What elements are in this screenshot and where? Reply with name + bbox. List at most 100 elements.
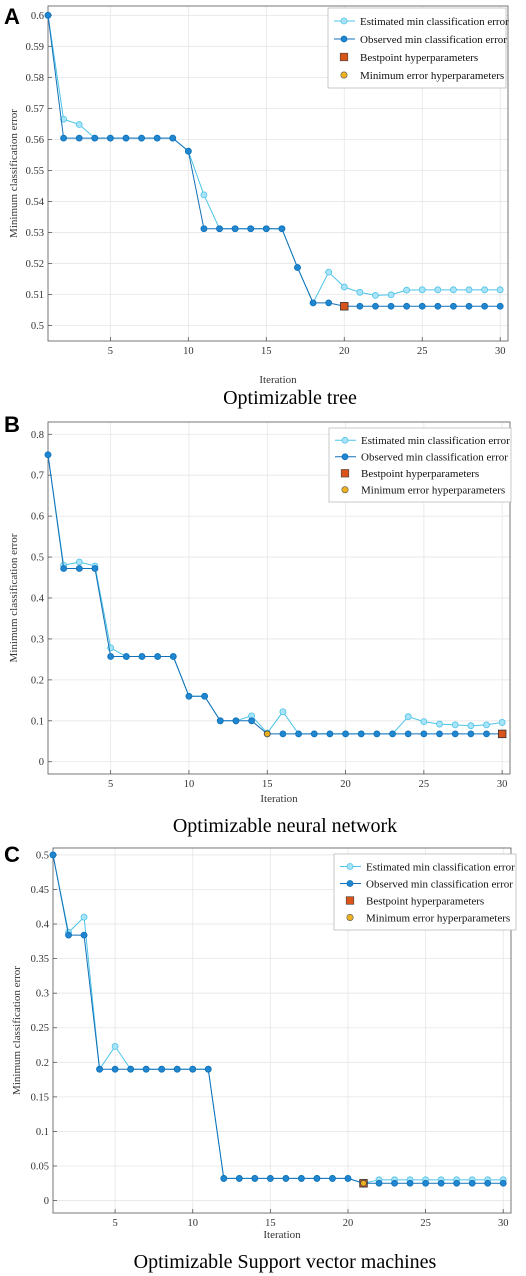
ticks: 5 10 15 20 25 30 0 0.1 0.2 0.3 0.4 0.5 0.6 0.7 0.8 [31, 430, 508, 790]
y-tick-label: 0.58 [26, 73, 44, 84]
legend-observed-marker [346, 880, 354, 887]
x-tick-label: 10 [183, 346, 194, 357]
observed-point [231, 225, 239, 233]
y-tick-label: 0.54 [26, 197, 45, 208]
observed-point [282, 1175, 290, 1182]
y-tick-label: 0 [44, 1196, 49, 1207]
observed-point [106, 134, 114, 142]
estimated-point [450, 286, 457, 294]
observed-point [389, 730, 396, 738]
observed-point [49, 851, 57, 859]
observed-point [342, 730, 349, 738]
observed-point [298, 1175, 305, 1182]
panel-label: B [4, 412, 20, 437]
estimated-point [481, 286, 489, 294]
estimated-point [325, 268, 333, 276]
observed-point [169, 653, 177, 660]
y-tick-label: 0.3 [36, 989, 49, 1000]
panel-a: A 5 10 15 20 25 30 0.5 0.51 0.52 0.53 0.54 0.55 0.56… [0, 0, 526, 412]
x-axis-label: Iteration [260, 793, 298, 805]
observed-point [60, 134, 67, 142]
legend-minerror: Minimum error hyperparameters [361, 485, 505, 497]
legend-minerror: Minimum error hyperparameters [366, 912, 510, 924]
observed-point [437, 1179, 445, 1187]
observed-point [169, 134, 177, 142]
x-tick-label: 30 [497, 779, 508, 790]
observed-point [420, 730, 428, 738]
panel-c: C 5 10 15 20 25 30 0 0.05 0.1 0.15 0.2 0.25 0.3 0.35 0… [0, 840, 526, 1276]
x-tick-label: 25 [417, 346, 428, 357]
y-tick-label: 0.35 [31, 954, 49, 965]
y-tick-label: 0.4 [31, 594, 45, 605]
x-tick-label: 5 [108, 779, 113, 790]
estimated-point [387, 291, 395, 299]
observed-point [404, 730, 412, 738]
estimated-point [496, 286, 504, 294]
legend-bestpoint: Bestpoint hyperparameters [361, 468, 479, 480]
minerror-marker [263, 730, 271, 738]
chart-caption: Optimizable Support vector machines [134, 1251, 437, 1273]
observed-point [422, 1179, 430, 1187]
observed-point [235, 1175, 243, 1182]
legend-minerror-marker [341, 486, 349, 494]
legend-box [327, 7, 507, 89]
estimated-point [404, 713, 412, 721]
legend-bestpoint-marker [339, 52, 349, 62]
observed-point [309, 299, 317, 307]
minerror-marker [360, 1179, 367, 1187]
y-axis-label: Minimum classification error [8, 109, 20, 238]
observed-point [96, 1065, 103, 1073]
observed-point [75, 565, 83, 572]
observed-point [403, 302, 411, 310]
observed-point [122, 653, 130, 660]
observed-point [262, 225, 270, 233]
estimated-point [60, 115, 67, 123]
y-tick-label: 0.51 [26, 290, 44, 301]
plot-frame [47, 5, 509, 342]
observed-point [247, 225, 255, 233]
legend: Estimated min classification error Obser… [327, 7, 509, 89]
series [44, 11, 504, 311]
observed-point [75, 134, 83, 142]
legend-estimated-marker [346, 863, 354, 870]
observed-point [185, 692, 193, 700]
observed-point [313, 1175, 321, 1182]
plot-frame [52, 847, 512, 1214]
estimated-point [75, 558, 83, 566]
chart-a: A 5 10 15 20 25 30 0.5 0.51 0.52 0.53 0.54 0.55 0.56… [4, 4, 509, 409]
estimated-point [372, 292, 379, 299]
observed-point [467, 730, 475, 738]
x-tick-label: 10 [184, 779, 195, 790]
y-axis-label: Minimum classification error [11, 966, 23, 1095]
observed-point [450, 302, 457, 310]
observed-point [310, 730, 318, 738]
estimated-point [436, 720, 443, 728]
y-tick-label: 0.53 [26, 228, 44, 239]
y-tick-label: 0.6 [31, 512, 44, 523]
observed-point [375, 1179, 383, 1187]
legend-estimated: Estimated min classification error [360, 16, 509, 28]
estimated-point [483, 721, 490, 729]
observed-point [406, 1179, 414, 1187]
observed-point [356, 302, 364, 310]
legend: Estimated min classification error Obser… [333, 853, 517, 931]
observed-point [329, 1175, 336, 1182]
observed-point [44, 11, 52, 19]
y-tick-label: 0.45 [31, 885, 49, 896]
observed-point [372, 302, 379, 310]
estimated-point [498, 719, 506, 726]
observed-point [107, 653, 115, 660]
x-tick-label: 10 [187, 1218, 198, 1229]
observed-point [499, 1179, 507, 1187]
observed-point [294, 264, 301, 271]
y-tick-label: 0.52 [26, 259, 44, 270]
estimated-point [434, 286, 442, 294]
observed-point [434, 302, 442, 310]
observed-point [468, 1179, 476, 1187]
y-tick-label: 0.4 [36, 920, 50, 931]
legend-observed: Observed min classification error [361, 452, 508, 464]
observed-point [184, 147, 192, 155]
observed-point [483, 730, 490, 738]
legend-estimated-marker [340, 17, 348, 25]
legend-observed-marker [341, 453, 349, 461]
